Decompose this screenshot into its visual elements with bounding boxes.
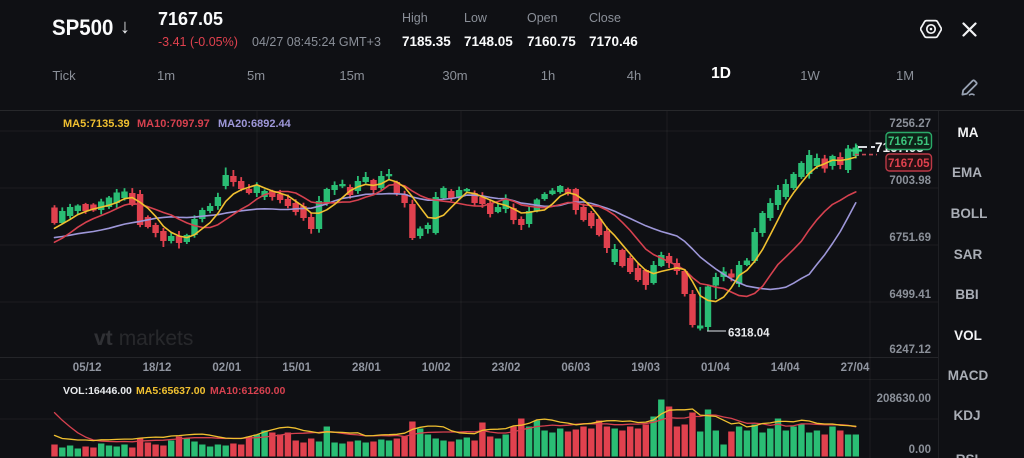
- svg-text:6318.04: 6318.04: [728, 328, 770, 340]
- svg-text:23/02: 23/02: [492, 362, 521, 374]
- svg-text:MA5:65637.00: MA5:65637.00: [136, 385, 206, 397]
- svg-text:15/01: 15/01: [282, 362, 311, 374]
- svg-text:27/04: 27/04: [841, 362, 870, 374]
- svg-text:06/03: 06/03: [561, 362, 590, 374]
- svg-text:7003.98: 7003.98: [889, 175, 931, 187]
- svg-text:MA10:61260.00: MA10:61260.00: [210, 385, 285, 397]
- svg-text:VOL:16446.00: VOL:16446.00: [63, 385, 132, 397]
- svg-text:7167.51: 7167.51: [888, 136, 930, 148]
- svg-text:19/03: 19/03: [631, 362, 660, 374]
- svg-text:10/02: 10/02: [422, 362, 451, 374]
- svg-text:MA20:6892.44: MA20:6892.44: [218, 118, 292, 130]
- svg-text:14/04: 14/04: [771, 362, 800, 374]
- svg-text:05/12: 05/12: [73, 362, 102, 374]
- svg-text:7167.05: 7167.05: [888, 158, 930, 170]
- svg-text:6247.12: 6247.12: [889, 344, 931, 356]
- svg-text:01/04: 01/04: [701, 362, 730, 374]
- svg-text:28/01: 28/01: [352, 362, 381, 374]
- svg-text:MA5:7135.39: MA5:7135.39: [63, 118, 130, 130]
- svg-text:208630.00: 208630.00: [877, 393, 931, 405]
- svg-text:0.00: 0.00: [909, 444, 931, 456]
- svg-text:MA10:7097.97: MA10:7097.97: [137, 118, 210, 130]
- svg-text:6751.69: 6751.69: [889, 232, 931, 244]
- svg-text:6499.41: 6499.41: [889, 289, 931, 301]
- svg-text:02/01: 02/01: [212, 362, 241, 374]
- svg-text:18/12: 18/12: [143, 362, 172, 374]
- svg-text:7256.27: 7256.27: [889, 118, 931, 130]
